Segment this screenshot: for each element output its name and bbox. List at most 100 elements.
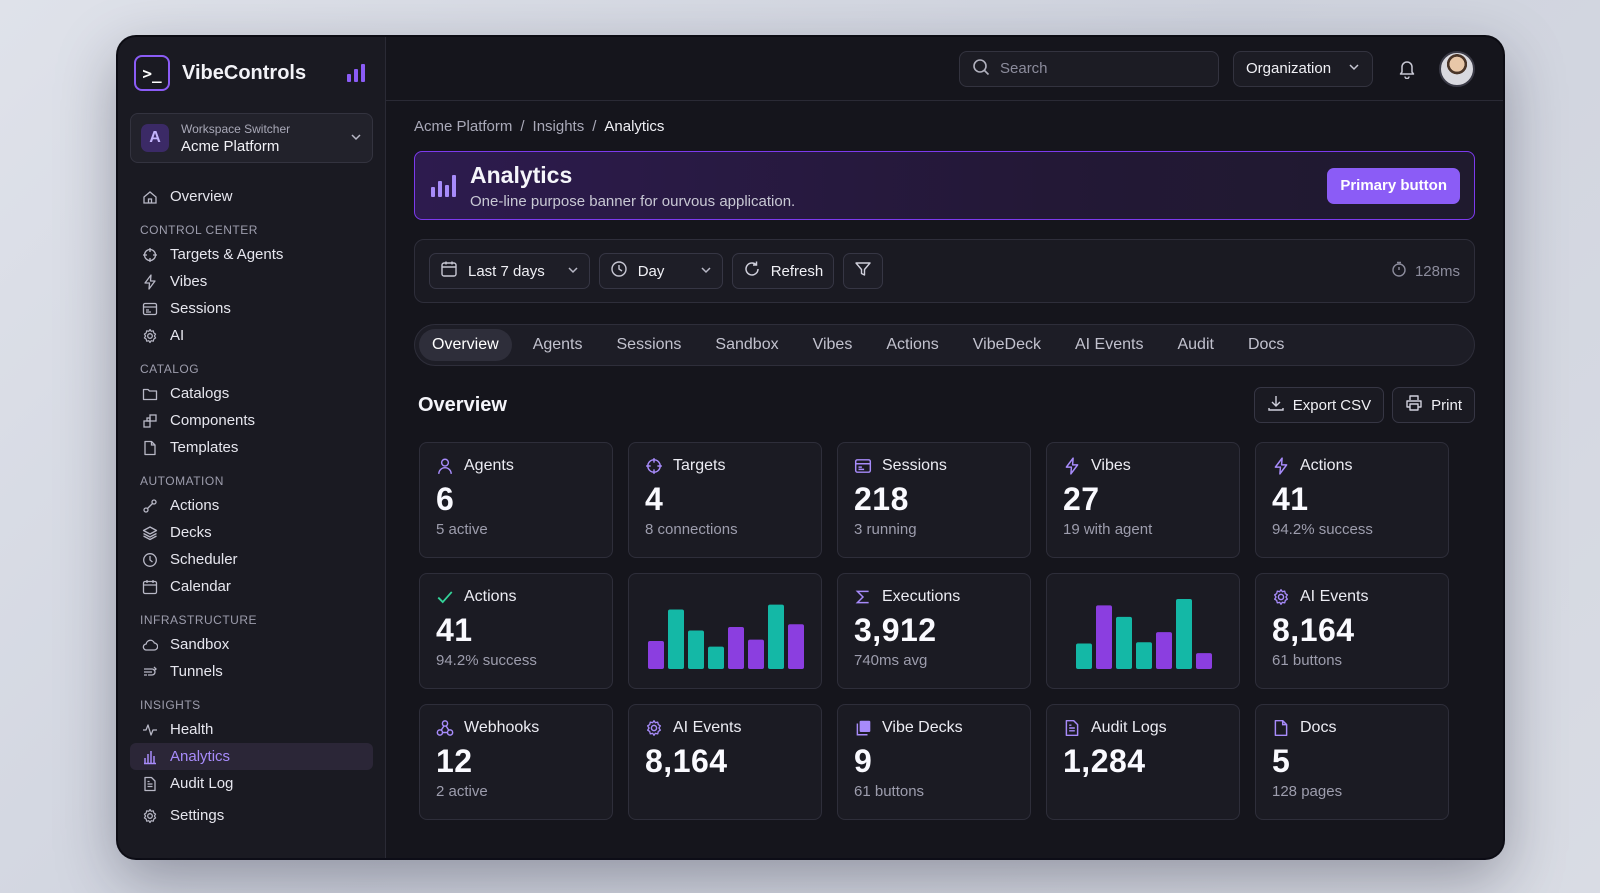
sidebar-item-actions[interactable]: Actions: [130, 492, 373, 519]
cloud-icon: [142, 637, 158, 653]
metric-title: Actions: [464, 588, 517, 605]
metric-card-docs[interactable]: Docs 5 128 pages: [1255, 704, 1449, 820]
print-label: Print: [1431, 396, 1462, 414]
organization-select[interactable]: Organization: [1233, 50, 1373, 87]
metric-subtext: 8 connections: [645, 521, 738, 538]
tab-actions[interactable]: Actions: [886, 336, 939, 353]
sidebar-item-analytics[interactable]: Analytics: [130, 743, 373, 770]
sidebar-item-tunnels[interactable]: Tunnels: [130, 658, 373, 685]
sidebar-item-catalogs[interactable]: Catalogs: [130, 380, 373, 407]
tab-audit[interactable]: Audit: [1177, 336, 1214, 353]
metric-card-ai-events[interactable]: AI Events 8,164 61 buttons: [1255, 573, 1449, 689]
document-icon: [1063, 719, 1081, 737]
page-title: Analytics: [470, 161, 573, 188]
sidebar-item-health[interactable]: Health: [130, 716, 373, 743]
user-avatar[interactable]: [1439, 50, 1475, 87]
metric-card-actions[interactable]: Actions 41 94.2% success: [1255, 442, 1449, 558]
metric-card-webhooks[interactable]: Webhooks 12 2 active: [419, 704, 613, 820]
chart-bar: [768, 604, 784, 669]
metric-subtext: 94.2% success: [1272, 521, 1373, 538]
metric-value: 3,912: [854, 612, 937, 648]
metric-card-actions[interactable]: Actions 41 94.2% success: [419, 573, 613, 689]
breadcrumb-item[interactable]: Insights: [532, 118, 585, 135]
filter-toolbar: Last 7 days Day Refresh 128ms: [414, 239, 1475, 303]
sidebar-item-sandbox[interactable]: Sandbox: [130, 631, 373, 658]
tab-vibes[interactable]: Vibes: [812, 336, 853, 353]
primary-button[interactable]: Primary button: [1327, 167, 1460, 204]
search-input[interactable]: [1000, 60, 1200, 77]
metric-title: Webhooks: [464, 719, 540, 736]
metric-subtext: 2 active: [436, 783, 488, 800]
tab-vibedeck[interactable]: VibeDeck: [972, 336, 1041, 353]
metric-card-sessions[interactable]: Sessions 218 3 running: [837, 442, 1031, 558]
sidebar-item-sessions[interactable]: Sessions: [130, 295, 373, 322]
latency-indicator: 128ms: [1391, 261, 1460, 281]
refresh-button[interactable]: Refresh: [731, 253, 835, 289]
layers-icon: [142, 525, 158, 541]
brand[interactable]: >_ VibeControls: [130, 53, 373, 93]
metric-card-targets[interactable]: Targets 4 8 connections: [628, 442, 822, 558]
print-button[interactable]: Print: [1392, 387, 1475, 423]
breadcrumb-current: Analytics: [604, 118, 665, 135]
sidebar-item-components[interactable]: Components: [130, 407, 373, 434]
breadcrumb-item[interactable]: Acme Platform: [414, 118, 513, 135]
metric-value: 41: [1272, 481, 1309, 517]
sidebar-item-vibes[interactable]: Vibes: [130, 268, 373, 295]
sidebar-item-label: Tunnels: [170, 663, 223, 680]
metric-card-vibes[interactable]: Vibes 27 19 with agent: [1046, 442, 1240, 558]
sidebar-item-templates[interactable]: Templates: [130, 434, 373, 461]
sidebar-item-label: Vibes: [170, 273, 208, 290]
gear-icon: [1272, 588, 1290, 606]
bar-chart-icon: [347, 64, 365, 82]
page-description: One-line purpose banner for ourvous appl…: [470, 192, 796, 210]
metric-subtext: 61 buttons: [1272, 652, 1343, 669]
sidebar-item-decks[interactable]: Decks: [130, 519, 373, 546]
sidebar-item-overview[interactable]: Overview: [130, 183, 373, 210]
metric-subtext: 61 buttons: [854, 783, 925, 800]
tab-sandbox[interactable]: Sandbox: [715, 336, 779, 353]
metric-value: 8,164: [645, 743, 728, 779]
metric-value: 8,164: [1272, 612, 1355, 648]
bell-icon[interactable]: [1397, 59, 1417, 79]
tab-sessions[interactable]: Sessions: [616, 336, 682, 353]
metric-card-executions[interactable]: Executions 3,912 740ms avg: [837, 573, 1031, 689]
sidebar-item-scheduler[interactable]: Scheduler: [130, 546, 373, 573]
metric-title: Agents: [464, 457, 514, 474]
metric-card-ai-events[interactable]: AI Events 8,164: [628, 704, 822, 820]
metric-card-vibe-decks[interactable]: Vibe Decks 9 61 buttons: [837, 704, 1031, 820]
sidebar-item-audit-log[interactable]: Audit Log: [130, 770, 373, 797]
sidebar-item-ai[interactable]: AI: [130, 322, 373, 349]
metric-value: 5: [1272, 743, 1291, 779]
metric-title: AI Events: [673, 719, 742, 736]
metric-subtext: 94.2% success: [436, 652, 537, 669]
filter-button[interactable]: [843, 253, 884, 289]
crosshair-icon: [645, 457, 663, 475]
metric-card-audit-logs[interactable]: Audit Logs 1,284: [1046, 704, 1240, 820]
tab-overview[interactable]: Overview: [419, 329, 512, 361]
workspace-switcher[interactable]: A Workspace Switcher Acme Platform: [130, 113, 373, 163]
sidebar-item-calendar[interactable]: Calendar: [130, 573, 373, 600]
tab-ai-events[interactable]: AI Events: [1074, 336, 1144, 353]
granularity-select[interactable]: Day: [598, 253, 723, 289]
metric-card-agents[interactable]: Agents 6 5 active: [419, 442, 613, 558]
chart-bar: [1116, 616, 1132, 669]
window-icon: [854, 457, 872, 475]
sidebar-item-settings[interactable]: Settings: [130, 802, 373, 829]
tab-docs[interactable]: Docs: [1247, 336, 1285, 353]
sidebar-item-label: Decks: [170, 524, 212, 541]
topbar: Organization: [386, 37, 1503, 101]
printer-icon: [1405, 394, 1423, 416]
chart-bar: [1196, 653, 1212, 669]
sidebar-item-label: Calendar: [170, 578, 231, 595]
sidebar-item-label: Audit Log: [170, 775, 234, 792]
metrics-grid: Agents 6 5 active Targets 4 8 connections Sess…: [414, 442, 1475, 820]
chart-bar: [788, 624, 804, 669]
timer-icon: [1391, 261, 1407, 281]
date-range-select[interactable]: Last 7 days: [429, 253, 590, 289]
export-csv-button[interactable]: Export CSV: [1253, 387, 1385, 423]
sidebar: >_ VibeControls A Workspace Switcher Acm…: [118, 37, 386, 858]
tab-agents[interactable]: Agents: [532, 336, 583, 353]
clock-icon: [610, 260, 628, 282]
search-box[interactable]: [959, 50, 1219, 87]
sidebar-item-targets-agents[interactable]: Targets & Agents: [130, 241, 373, 268]
